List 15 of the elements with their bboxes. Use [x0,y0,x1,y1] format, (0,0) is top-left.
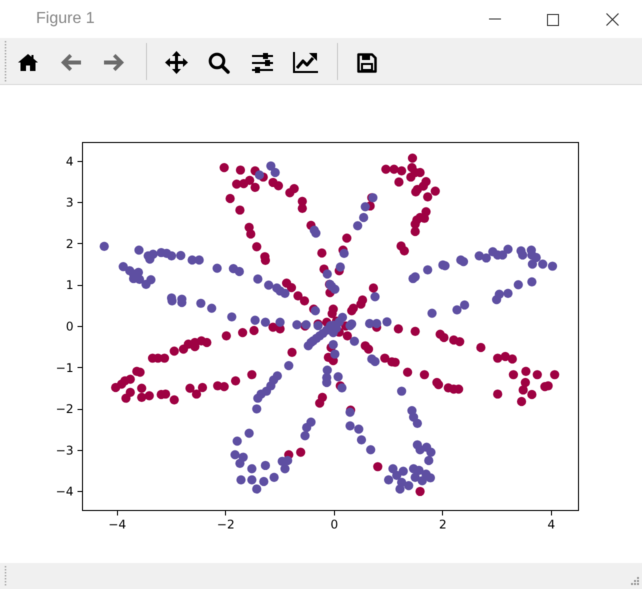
y-tick-label: −1 [56,360,74,375]
x-tick-label: −4 [108,518,126,532]
y-tick-label: 3 [66,196,74,210]
y-tick-label: −4 [56,484,74,499]
y-tick-label: −3 [56,443,74,458]
y-tick-label: 2 [66,236,74,251]
y-tick-label: 0 [66,320,74,334]
x-tick-label: 4 [548,518,556,532]
x-tick-label: −2 [216,518,235,532]
caption: Figure 1 [36,9,95,29]
x-tick-label: 2 [439,518,447,532]
y-tick-label: 4 [66,154,74,168]
y-tick-label: 1 [66,278,74,292]
y-tick-label: −2 [56,402,74,416]
x-tick-label: 0 [330,518,338,532]
